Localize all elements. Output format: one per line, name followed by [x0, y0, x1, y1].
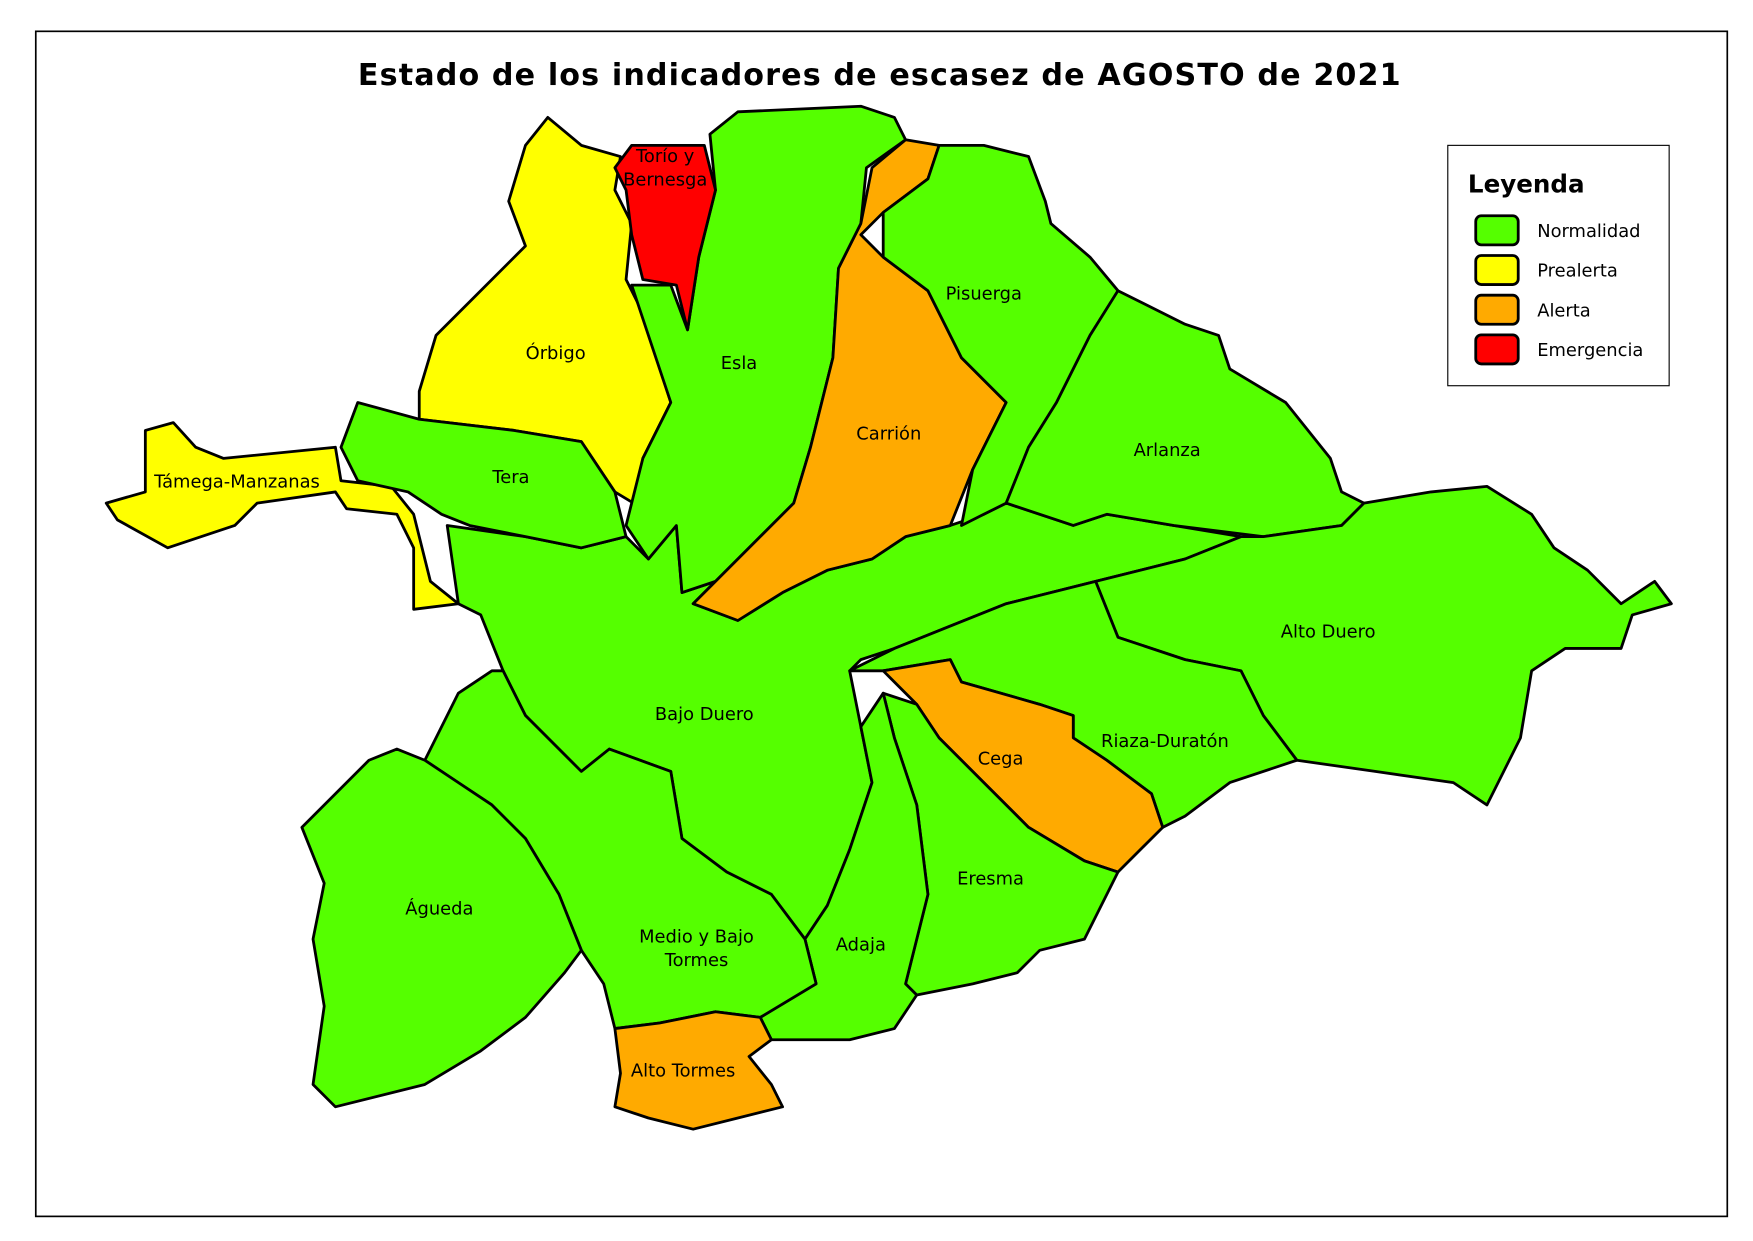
regions: Bajo Duero Órbigo Támega-Manzanas Tera Esla T…: [104, 104, 1673, 1131]
frame: [34, 30, 1729, 1218]
region-shape: [881, 143, 1120, 527]
region-label-line: Támega-Manzanas: [153, 471, 320, 492]
region-shape: [613, 143, 717, 332]
region-label-line: Cega: [978, 749, 1024, 770]
region-label: Medio y Bajo Tormes: [639, 926, 754, 970]
region-label: Esla: [721, 353, 758, 374]
region-label-line: Eresma: [957, 868, 1024, 889]
region-label: Torío y Bernesga: [623, 146, 707, 190]
region-label: Bajo Duero: [655, 704, 754, 725]
region-label-line: Alto Tormes: [631, 1061, 735, 1082]
legend: Leyenda Normalidad Prealerta Alerta Emergen…: [1447, 144, 1670, 387]
legend-label: Emergencia: [1537, 340, 1643, 361]
region-label-line: Esla: [721, 353, 758, 374]
region-label-line: Pisuerga: [946, 284, 1022, 305]
region-label: Adaja: [836, 934, 886, 955]
region-label-line: Medio y Bajo: [639, 926, 754, 947]
region-label-line: Arlanza: [1134, 440, 1201, 461]
map-title: Estado de los indicadores de escasez de …: [358, 58, 1402, 93]
region-label: Eresma: [957, 868, 1024, 889]
region-label-line: Órbigo: [526, 342, 586, 364]
region-label-line: Tera: [491, 467, 529, 488]
region-label-line: Bajo Duero: [655, 704, 754, 725]
region-label: Arlanza: [1134, 440, 1201, 461]
region-label-line: Riaza-Duratón: [1101, 731, 1229, 752]
legend-label: Alerta: [1537, 300, 1591, 321]
region-shape: [339, 401, 628, 550]
region-label-line: Tormes: [664, 950, 729, 971]
region-label: Támega-Manzanas: [153, 471, 320, 492]
legend-swatch: [1474, 293, 1520, 326]
legend-swatch: [1474, 214, 1520, 247]
region-label-line: Torío y: [635, 146, 695, 167]
region-label-line: Carrión: [856, 423, 921, 444]
region-shape: [300, 747, 583, 1109]
legend-label: Prealerta: [1537, 261, 1618, 282]
legend-swatch: [1474, 254, 1520, 286]
region-shape: [104, 421, 460, 611]
legend-title: Leyenda: [1468, 169, 1585, 198]
region-label: Tera: [491, 467, 529, 488]
region-label-line: Bernesga: [623, 170, 707, 191]
legend-swatch: [1474, 333, 1520, 366]
region-label: Carrión: [856, 423, 921, 444]
region-shape: [613, 1010, 784, 1131]
region-label: Alto Tormes: [631, 1061, 735, 1082]
region-shape: [691, 138, 1008, 622]
region-label: Cega: [978, 749, 1024, 770]
region-label-line: Adaja: [836, 934, 886, 955]
legend-label: Normalidad: [1537, 221, 1640, 242]
region-label: Órbigo: [526, 342, 586, 364]
region-label-line: Águeda: [405, 898, 473, 920]
region-shape: [758, 691, 930, 1042]
region-label-line: Alto Duero: [1281, 621, 1376, 642]
region-label: Águeda: [405, 898, 473, 920]
region-label: Riaza-Duratón: [1101, 731, 1229, 752]
region-label: Pisuerga: [946, 284, 1022, 305]
region-label: Alto Duero: [1281, 621, 1376, 642]
